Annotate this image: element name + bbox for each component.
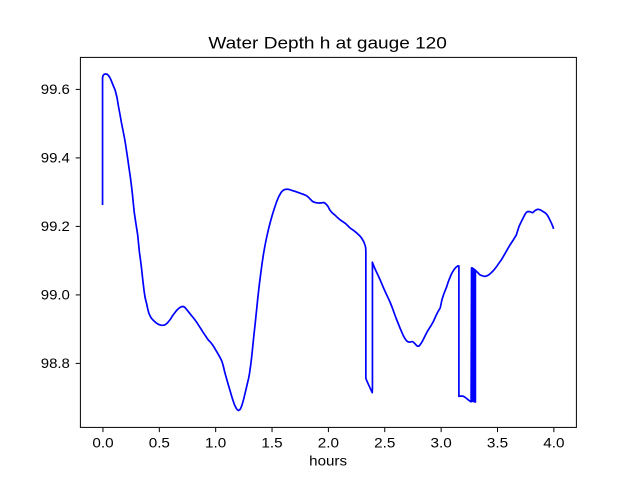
svg-text:0.0: 0.0 — [92, 436, 113, 451]
svg-text:2.0: 2.0 — [318, 436, 339, 451]
svg-text:hours: hours — [309, 454, 347, 469]
svg-text:4.0: 4.0 — [543, 436, 564, 451]
svg-text:0.5: 0.5 — [149, 436, 170, 451]
svg-text:99.2: 99.2 — [41, 219, 70, 234]
svg-text:3.5: 3.5 — [487, 436, 508, 451]
svg-text:3.0: 3.0 — [431, 436, 452, 451]
svg-text:Water Depth h at gauge 120: Water Depth h at gauge 120 — [208, 34, 447, 53]
svg-text:1.0: 1.0 — [205, 436, 226, 451]
svg-text:1.5: 1.5 — [261, 436, 282, 451]
svg-text:98.8: 98.8 — [41, 356, 70, 371]
svg-text:2.5: 2.5 — [374, 436, 395, 451]
svg-text:99.6: 99.6 — [41, 82, 70, 97]
svg-text:99.4: 99.4 — [41, 151, 70, 166]
svg-text:99.0: 99.0 — [41, 288, 70, 303]
